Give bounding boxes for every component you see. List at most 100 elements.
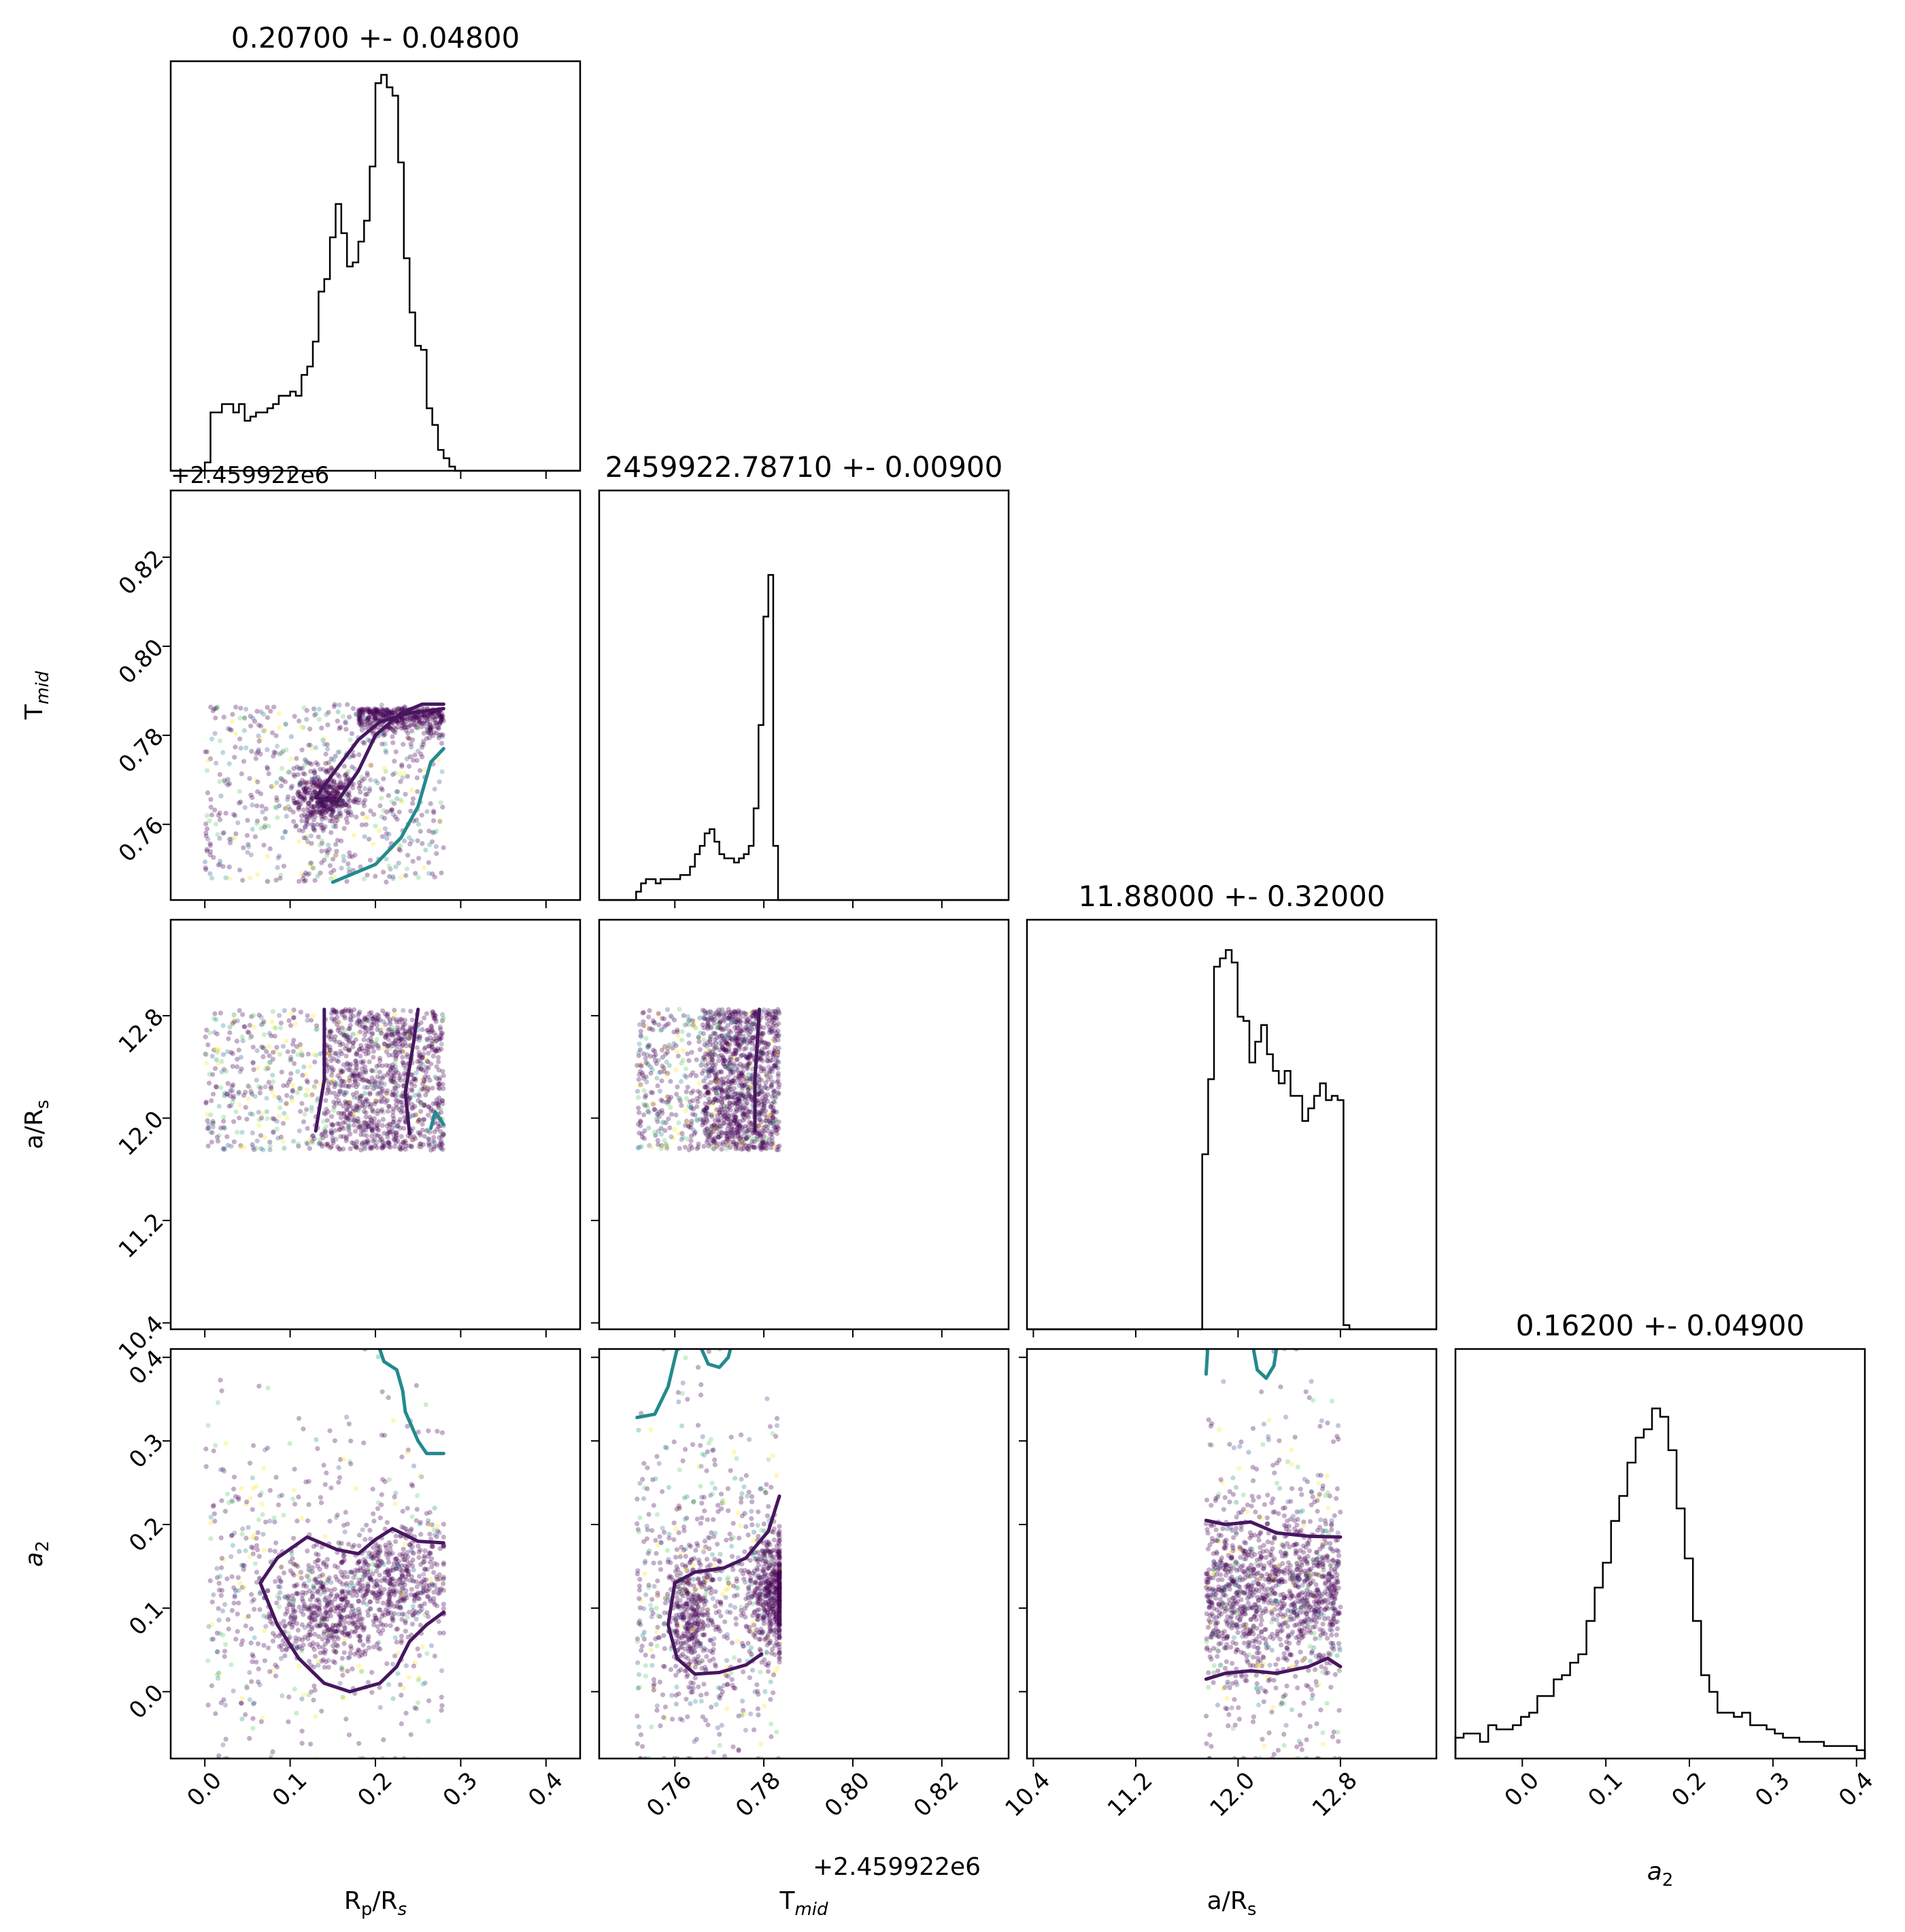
scatter-point (405, 731, 411, 736)
scatter-point (236, 1047, 241, 1053)
scatter-point (732, 1035, 737, 1040)
scatter-point (737, 1083, 742, 1088)
scatter-point (648, 1064, 654, 1069)
scatter-point (406, 1029, 411, 1034)
scatter-point (209, 736, 215, 742)
scatter-point (726, 1120, 732, 1126)
scatter-point (396, 720, 401, 725)
scatter-point (746, 1061, 752, 1066)
scatter-point (392, 1494, 397, 1500)
scatter-point (335, 1603, 341, 1609)
scatter-point (768, 1074, 773, 1080)
scatter-point (430, 714, 435, 719)
scatter-point (249, 1679, 254, 1684)
scatter-point (693, 1025, 698, 1031)
scatter-point (311, 1544, 316, 1549)
scatter-point (425, 1037, 431, 1043)
scatter-point (704, 1110, 709, 1115)
scatter-point (308, 797, 314, 803)
scatter-point (712, 1046, 718, 1052)
scatter-point (764, 1058, 770, 1063)
scatter-point (214, 705, 219, 711)
scatter-point (354, 1065, 360, 1071)
scatter-point (325, 746, 331, 752)
scatter-point (309, 793, 316, 798)
scatter-point (709, 1067, 715, 1073)
scatter-point (401, 1140, 406, 1146)
scatter-point (728, 1130, 734, 1136)
scatter-point (434, 720, 439, 726)
scatter-point (250, 1145, 256, 1150)
scatter-point (337, 1614, 343, 1620)
scatter-point (770, 1009, 775, 1014)
scatter-point (371, 716, 377, 721)
scatter-point (709, 1114, 715, 1119)
scatter-point (304, 1078, 309, 1083)
scatter-point (358, 1020, 363, 1025)
scatter-point (372, 712, 377, 718)
scatter-point (288, 1077, 293, 1082)
scatter-point (434, 1048, 439, 1054)
scatter-point (365, 1078, 371, 1084)
scatter-point (750, 1053, 756, 1059)
scatter-point (397, 848, 403, 853)
scatter-point (758, 1110, 763, 1115)
scatter-point (718, 1124, 724, 1129)
scatter-point (393, 864, 399, 869)
scatter-point (724, 1095, 729, 1100)
scatter-point (333, 1082, 338, 1087)
scatter-point (724, 1103, 730, 1109)
scatter-point (210, 1091, 216, 1097)
scatter-point (265, 878, 270, 884)
scatter-point (308, 814, 314, 819)
scatter-point (318, 1081, 323, 1086)
scatter-point (391, 1116, 397, 1122)
scatter-point (725, 1111, 730, 1116)
scatter-point (369, 714, 375, 720)
scatter-point (395, 1123, 401, 1129)
scatter-point (208, 804, 214, 810)
scatter-point (318, 1584, 324, 1590)
scatter-point (749, 1125, 754, 1130)
scatter-point (375, 1111, 380, 1116)
scatter-point (725, 1022, 730, 1029)
scatter-point (439, 1703, 445, 1708)
scatter-point (328, 830, 334, 835)
scatter-point (707, 1050, 712, 1056)
scatter-point (733, 1048, 739, 1054)
scatter-point (345, 792, 351, 797)
scatter-point (345, 1599, 351, 1605)
scatter-point (394, 707, 400, 712)
scatter-point (435, 1576, 440, 1582)
scatter-point (757, 1090, 762, 1097)
scatter-point (405, 724, 411, 730)
scatter-point (284, 1646, 290, 1652)
scatter-point (705, 1089, 711, 1095)
scatter-point (749, 1135, 754, 1140)
scatter-point (652, 1058, 658, 1063)
scatter-point (212, 807, 218, 813)
scatter-point (301, 807, 306, 813)
scatter-point (354, 1144, 359, 1150)
scatter-point (419, 742, 424, 748)
scatter-point (260, 1111, 265, 1116)
scatter-point (303, 785, 309, 790)
scatter-point (392, 1012, 397, 1018)
scatter-point (306, 780, 311, 785)
scatter-point (203, 833, 209, 839)
scatter-point (758, 1049, 764, 1054)
scatter-point (424, 728, 430, 733)
scatter-point (389, 807, 394, 813)
scatter-point (679, 1137, 684, 1142)
scatter-point (320, 1585, 326, 1590)
scatter-point (297, 766, 303, 771)
scatter-point (300, 876, 306, 882)
scatter-point (397, 1599, 402, 1604)
scatter-point (387, 1593, 392, 1599)
scatter-point (717, 1016, 722, 1022)
scatter-point (736, 1073, 741, 1079)
scatter-point (416, 748, 421, 754)
scatter-point (355, 1013, 360, 1018)
scatter-point (655, 1083, 660, 1088)
scatter-point (771, 1050, 777, 1056)
